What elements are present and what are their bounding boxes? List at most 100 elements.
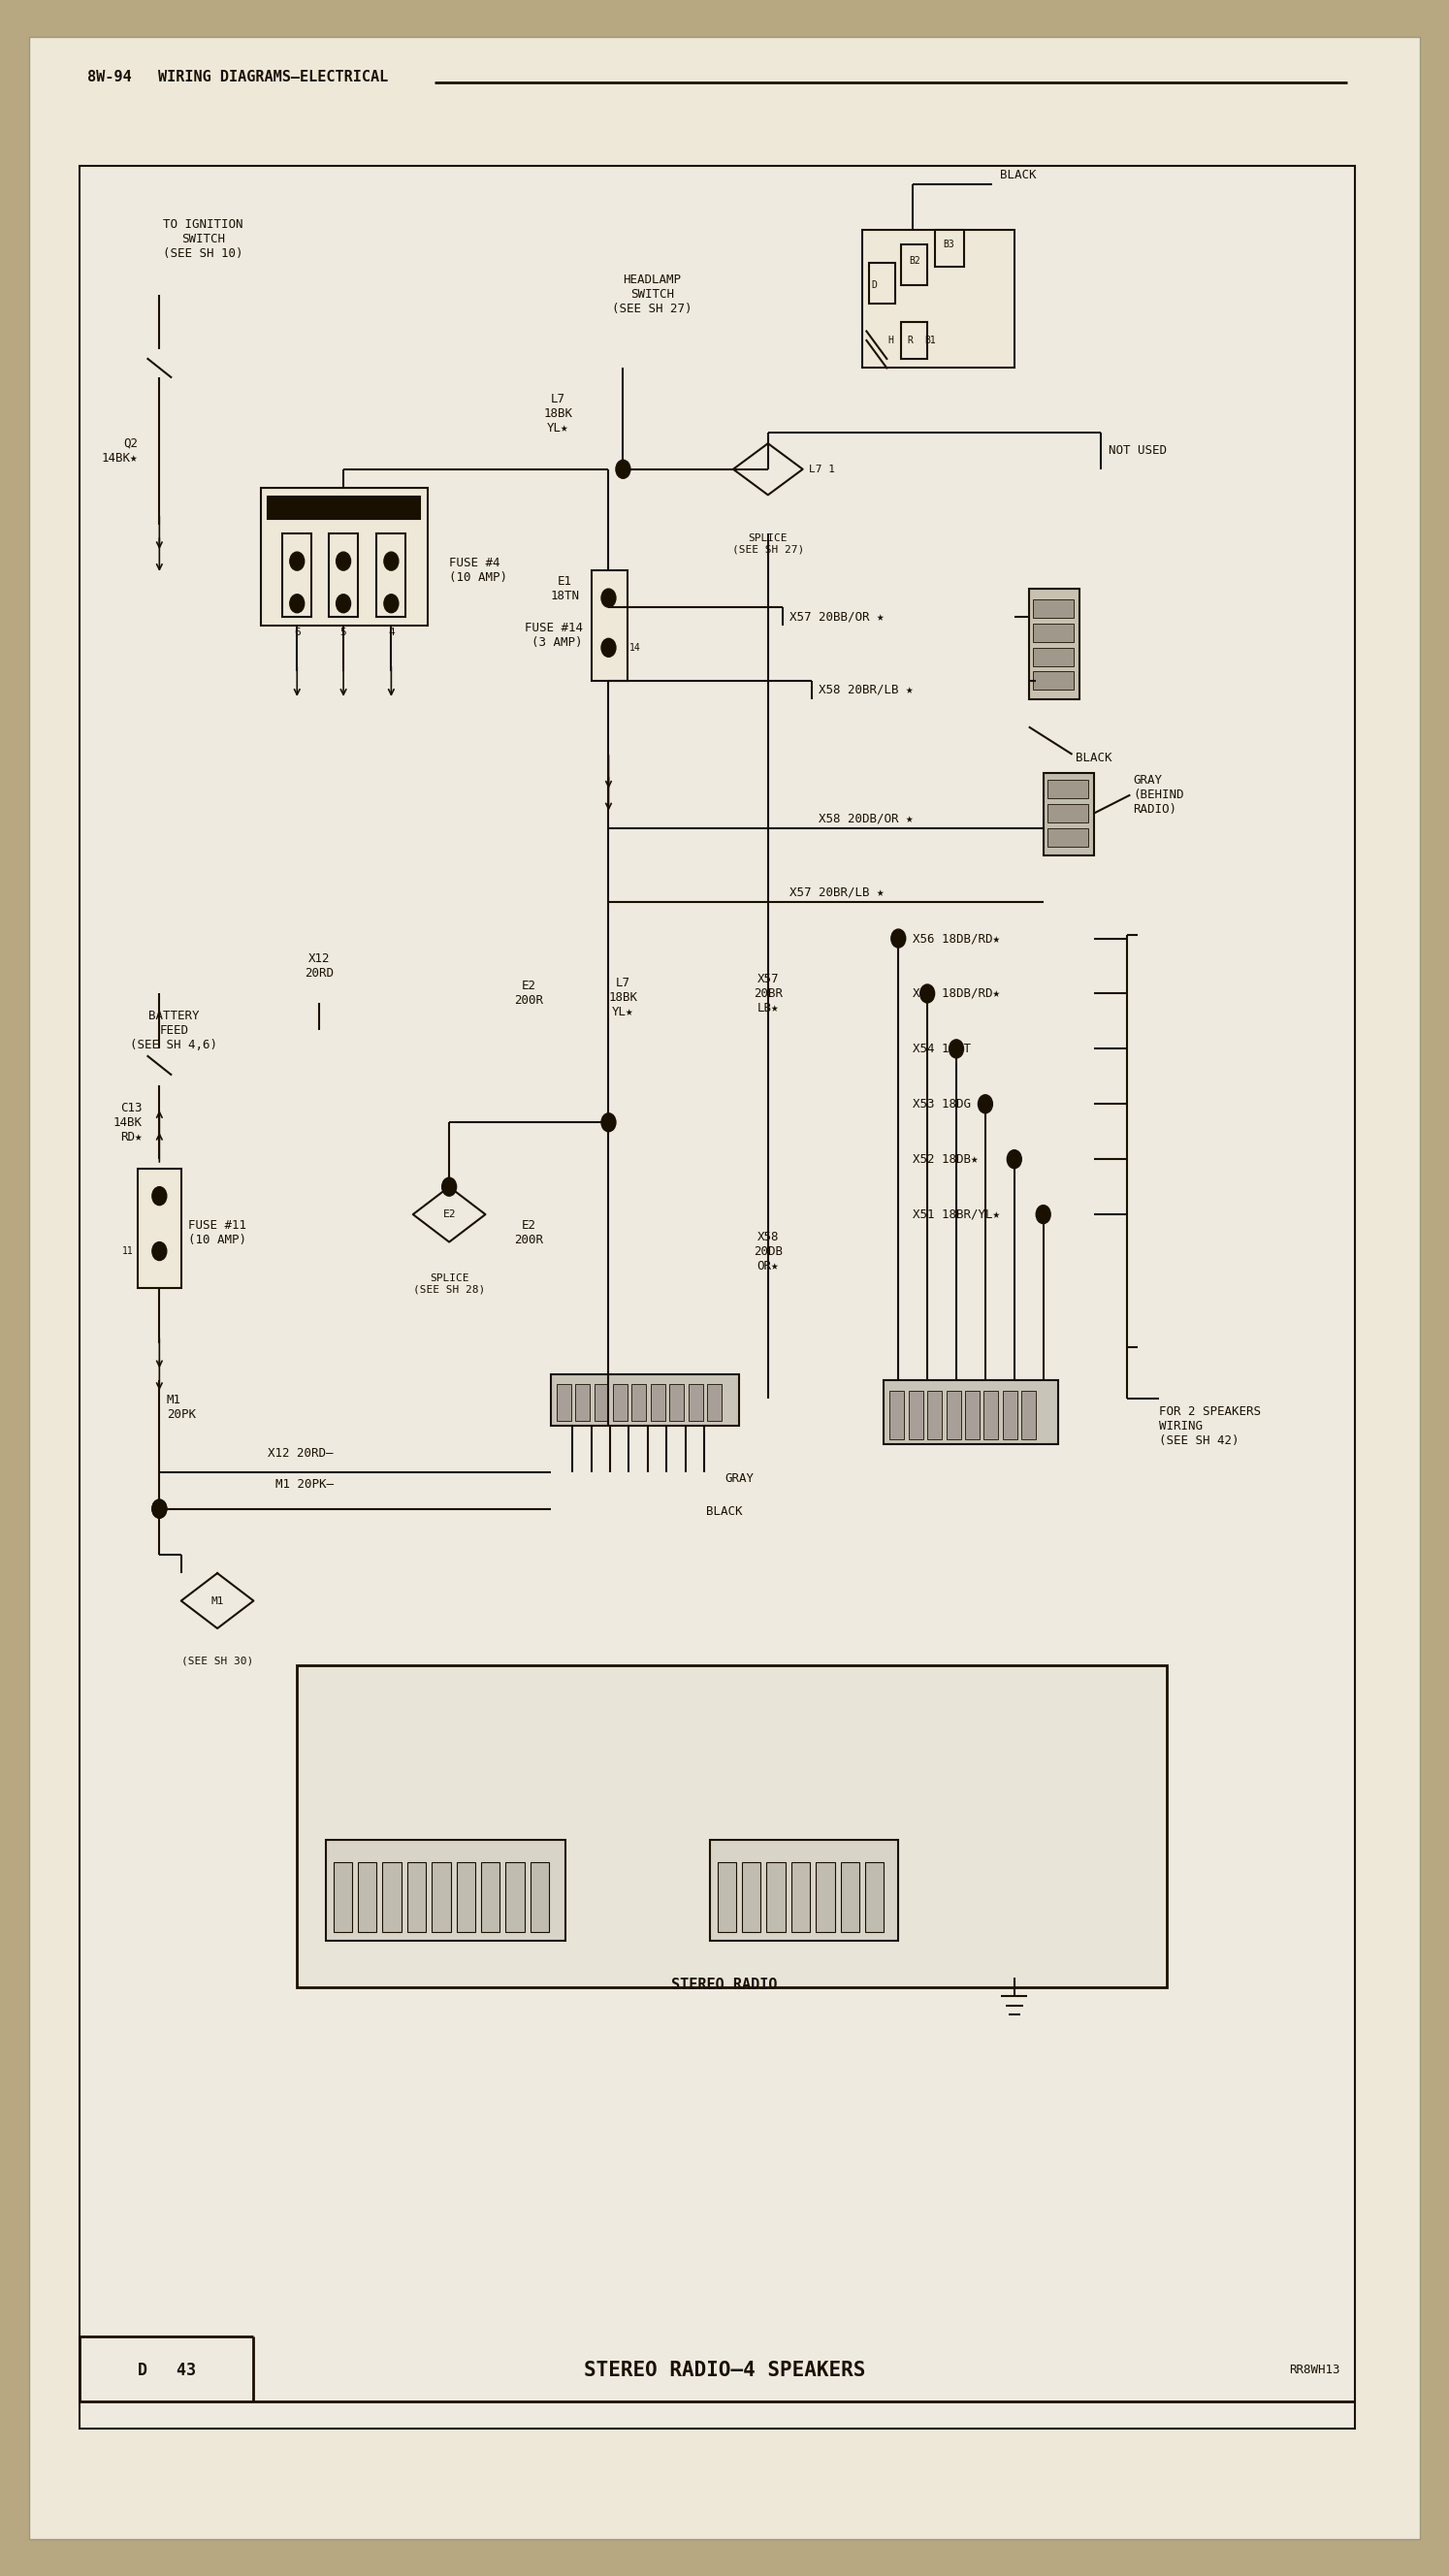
Circle shape bbox=[336, 595, 351, 613]
Circle shape bbox=[949, 1041, 964, 1059]
Bar bbox=[556, 1383, 571, 1419]
Bar bbox=[816, 1862, 835, 1932]
Text: HEADLAMP
SWITCH
(SEE SH 27): HEADLAMP SWITCH (SEE SH 27) bbox=[611, 273, 693, 314]
Bar bbox=[1022, 1391, 1036, 1440]
Text: FUSE #14
(3 AMP): FUSE #14 (3 AMP) bbox=[525, 621, 582, 649]
Text: X12 20RD—: X12 20RD— bbox=[268, 1448, 333, 1461]
Circle shape bbox=[601, 639, 616, 657]
Text: X55 18DB/RD★: X55 18DB/RD★ bbox=[913, 987, 1000, 999]
Text: BLACK: BLACK bbox=[1000, 167, 1036, 180]
Circle shape bbox=[152, 1499, 167, 1517]
Text: X52 18DB★: X52 18DB★ bbox=[913, 1154, 978, 1164]
Circle shape bbox=[152, 1188, 167, 1206]
Bar bbox=[613, 1383, 627, 1419]
Circle shape bbox=[442, 1177, 456, 1195]
Circle shape bbox=[384, 551, 398, 569]
Bar bbox=[707, 1383, 722, 1419]
Bar bbox=[791, 1862, 810, 1932]
Bar bbox=[710, 1839, 898, 1942]
Text: R: R bbox=[907, 335, 913, 345]
Text: STEREO RADIO: STEREO RADIO bbox=[671, 1978, 778, 1994]
Bar bbox=[383, 1862, 401, 1932]
Circle shape bbox=[1007, 1149, 1022, 1170]
Text: M1: M1 bbox=[210, 1597, 225, 1605]
Bar bbox=[965, 1391, 980, 1440]
Text: X53 18DG: X53 18DG bbox=[913, 1097, 971, 1110]
Bar bbox=[869, 263, 895, 304]
Bar bbox=[862, 229, 1014, 368]
Bar bbox=[1048, 804, 1088, 822]
Bar bbox=[688, 1383, 703, 1419]
Bar bbox=[901, 245, 927, 286]
Text: X58
20DB
OR★: X58 20DB OR★ bbox=[753, 1231, 782, 1273]
Text: FUSE #11
(10 AMP): FUSE #11 (10 AMP) bbox=[188, 1218, 246, 1247]
Bar bbox=[632, 1383, 646, 1419]
Text: 14: 14 bbox=[629, 644, 640, 652]
Bar bbox=[575, 1383, 590, 1419]
Bar bbox=[329, 533, 358, 616]
Text: BLACK: BLACK bbox=[706, 1504, 743, 1517]
Bar bbox=[268, 497, 420, 518]
Circle shape bbox=[290, 595, 304, 613]
Text: 4: 4 bbox=[388, 629, 394, 636]
Circle shape bbox=[978, 1095, 993, 1113]
Text: C13
14BK
RD★: C13 14BK RD★ bbox=[113, 1103, 142, 1144]
Circle shape bbox=[336, 551, 351, 569]
Text: TO IGNITION
SWITCH
(SEE SH 10): TO IGNITION SWITCH (SEE SH 10) bbox=[162, 219, 243, 260]
Text: STEREO RADIO–4 SPEAKERS: STEREO RADIO–4 SPEAKERS bbox=[584, 2360, 865, 2380]
Text: X57 20BB/OR ★: X57 20BB/OR ★ bbox=[790, 611, 884, 623]
Bar bbox=[506, 1862, 525, 1932]
Text: X57 20BR/LB ★: X57 20BR/LB ★ bbox=[790, 886, 884, 899]
Bar bbox=[1033, 672, 1074, 690]
Text: FOR 2 SPEAKERS
WIRING
(SEE SH 42): FOR 2 SPEAKERS WIRING (SEE SH 42) bbox=[1159, 1404, 1261, 1448]
Text: SPLICE
(SEE SH 27): SPLICE (SEE SH 27) bbox=[732, 533, 804, 554]
Text: E2
200R: E2 200R bbox=[514, 1218, 543, 1247]
Text: GRAY
(BEHIND
RADIO): GRAY (BEHIND RADIO) bbox=[1133, 773, 1184, 817]
Bar bbox=[884, 1381, 1058, 1445]
Bar bbox=[594, 1383, 609, 1419]
Bar bbox=[742, 1862, 761, 1932]
Text: BLACK: BLACK bbox=[1075, 752, 1111, 765]
Bar bbox=[551, 1376, 739, 1427]
Circle shape bbox=[290, 551, 304, 569]
Text: H: H bbox=[888, 335, 894, 345]
Circle shape bbox=[384, 595, 398, 613]
Text: D   43: D 43 bbox=[138, 2362, 196, 2378]
Text: (SEE SH 30): (SEE SH 30) bbox=[181, 1656, 254, 1667]
Bar bbox=[333, 1862, 352, 1932]
Text: GRAY: GRAY bbox=[724, 1471, 753, 1484]
Bar bbox=[669, 1383, 684, 1419]
Bar bbox=[927, 1391, 942, 1440]
Bar bbox=[767, 1862, 785, 1932]
Bar bbox=[890, 1391, 904, 1440]
Bar bbox=[1033, 600, 1074, 618]
Text: M1 20PK—: M1 20PK— bbox=[275, 1479, 333, 1492]
Text: 6: 6 bbox=[294, 629, 300, 636]
Bar bbox=[138, 1170, 181, 1288]
Text: M1
20PK: M1 20PK bbox=[167, 1394, 196, 1422]
Bar bbox=[1029, 590, 1080, 698]
Bar bbox=[935, 229, 964, 268]
Bar bbox=[358, 1862, 377, 1932]
Bar bbox=[1033, 647, 1074, 667]
Circle shape bbox=[152, 1242, 167, 1260]
Bar bbox=[909, 1391, 923, 1440]
Text: E2: E2 bbox=[442, 1211, 456, 1218]
Bar bbox=[651, 1383, 665, 1419]
Bar bbox=[865, 1862, 884, 1932]
Bar bbox=[1048, 827, 1088, 848]
Text: X54 18VT: X54 18VT bbox=[913, 1043, 971, 1056]
Circle shape bbox=[1036, 1206, 1051, 1224]
Text: X12
20RD: X12 20RD bbox=[304, 953, 333, 979]
Circle shape bbox=[616, 461, 630, 479]
Text: 5: 5 bbox=[341, 629, 346, 636]
Text: X51 18BR/YL★: X51 18BR/YL★ bbox=[913, 1208, 1000, 1221]
Text: L7 1: L7 1 bbox=[809, 464, 835, 474]
Circle shape bbox=[891, 930, 906, 948]
Bar bbox=[283, 533, 312, 616]
Text: E2
200R: E2 200R bbox=[514, 979, 543, 1007]
Bar bbox=[377, 533, 406, 616]
Bar bbox=[1048, 781, 1088, 799]
Bar bbox=[1003, 1391, 1017, 1440]
Text: B2: B2 bbox=[909, 258, 920, 265]
